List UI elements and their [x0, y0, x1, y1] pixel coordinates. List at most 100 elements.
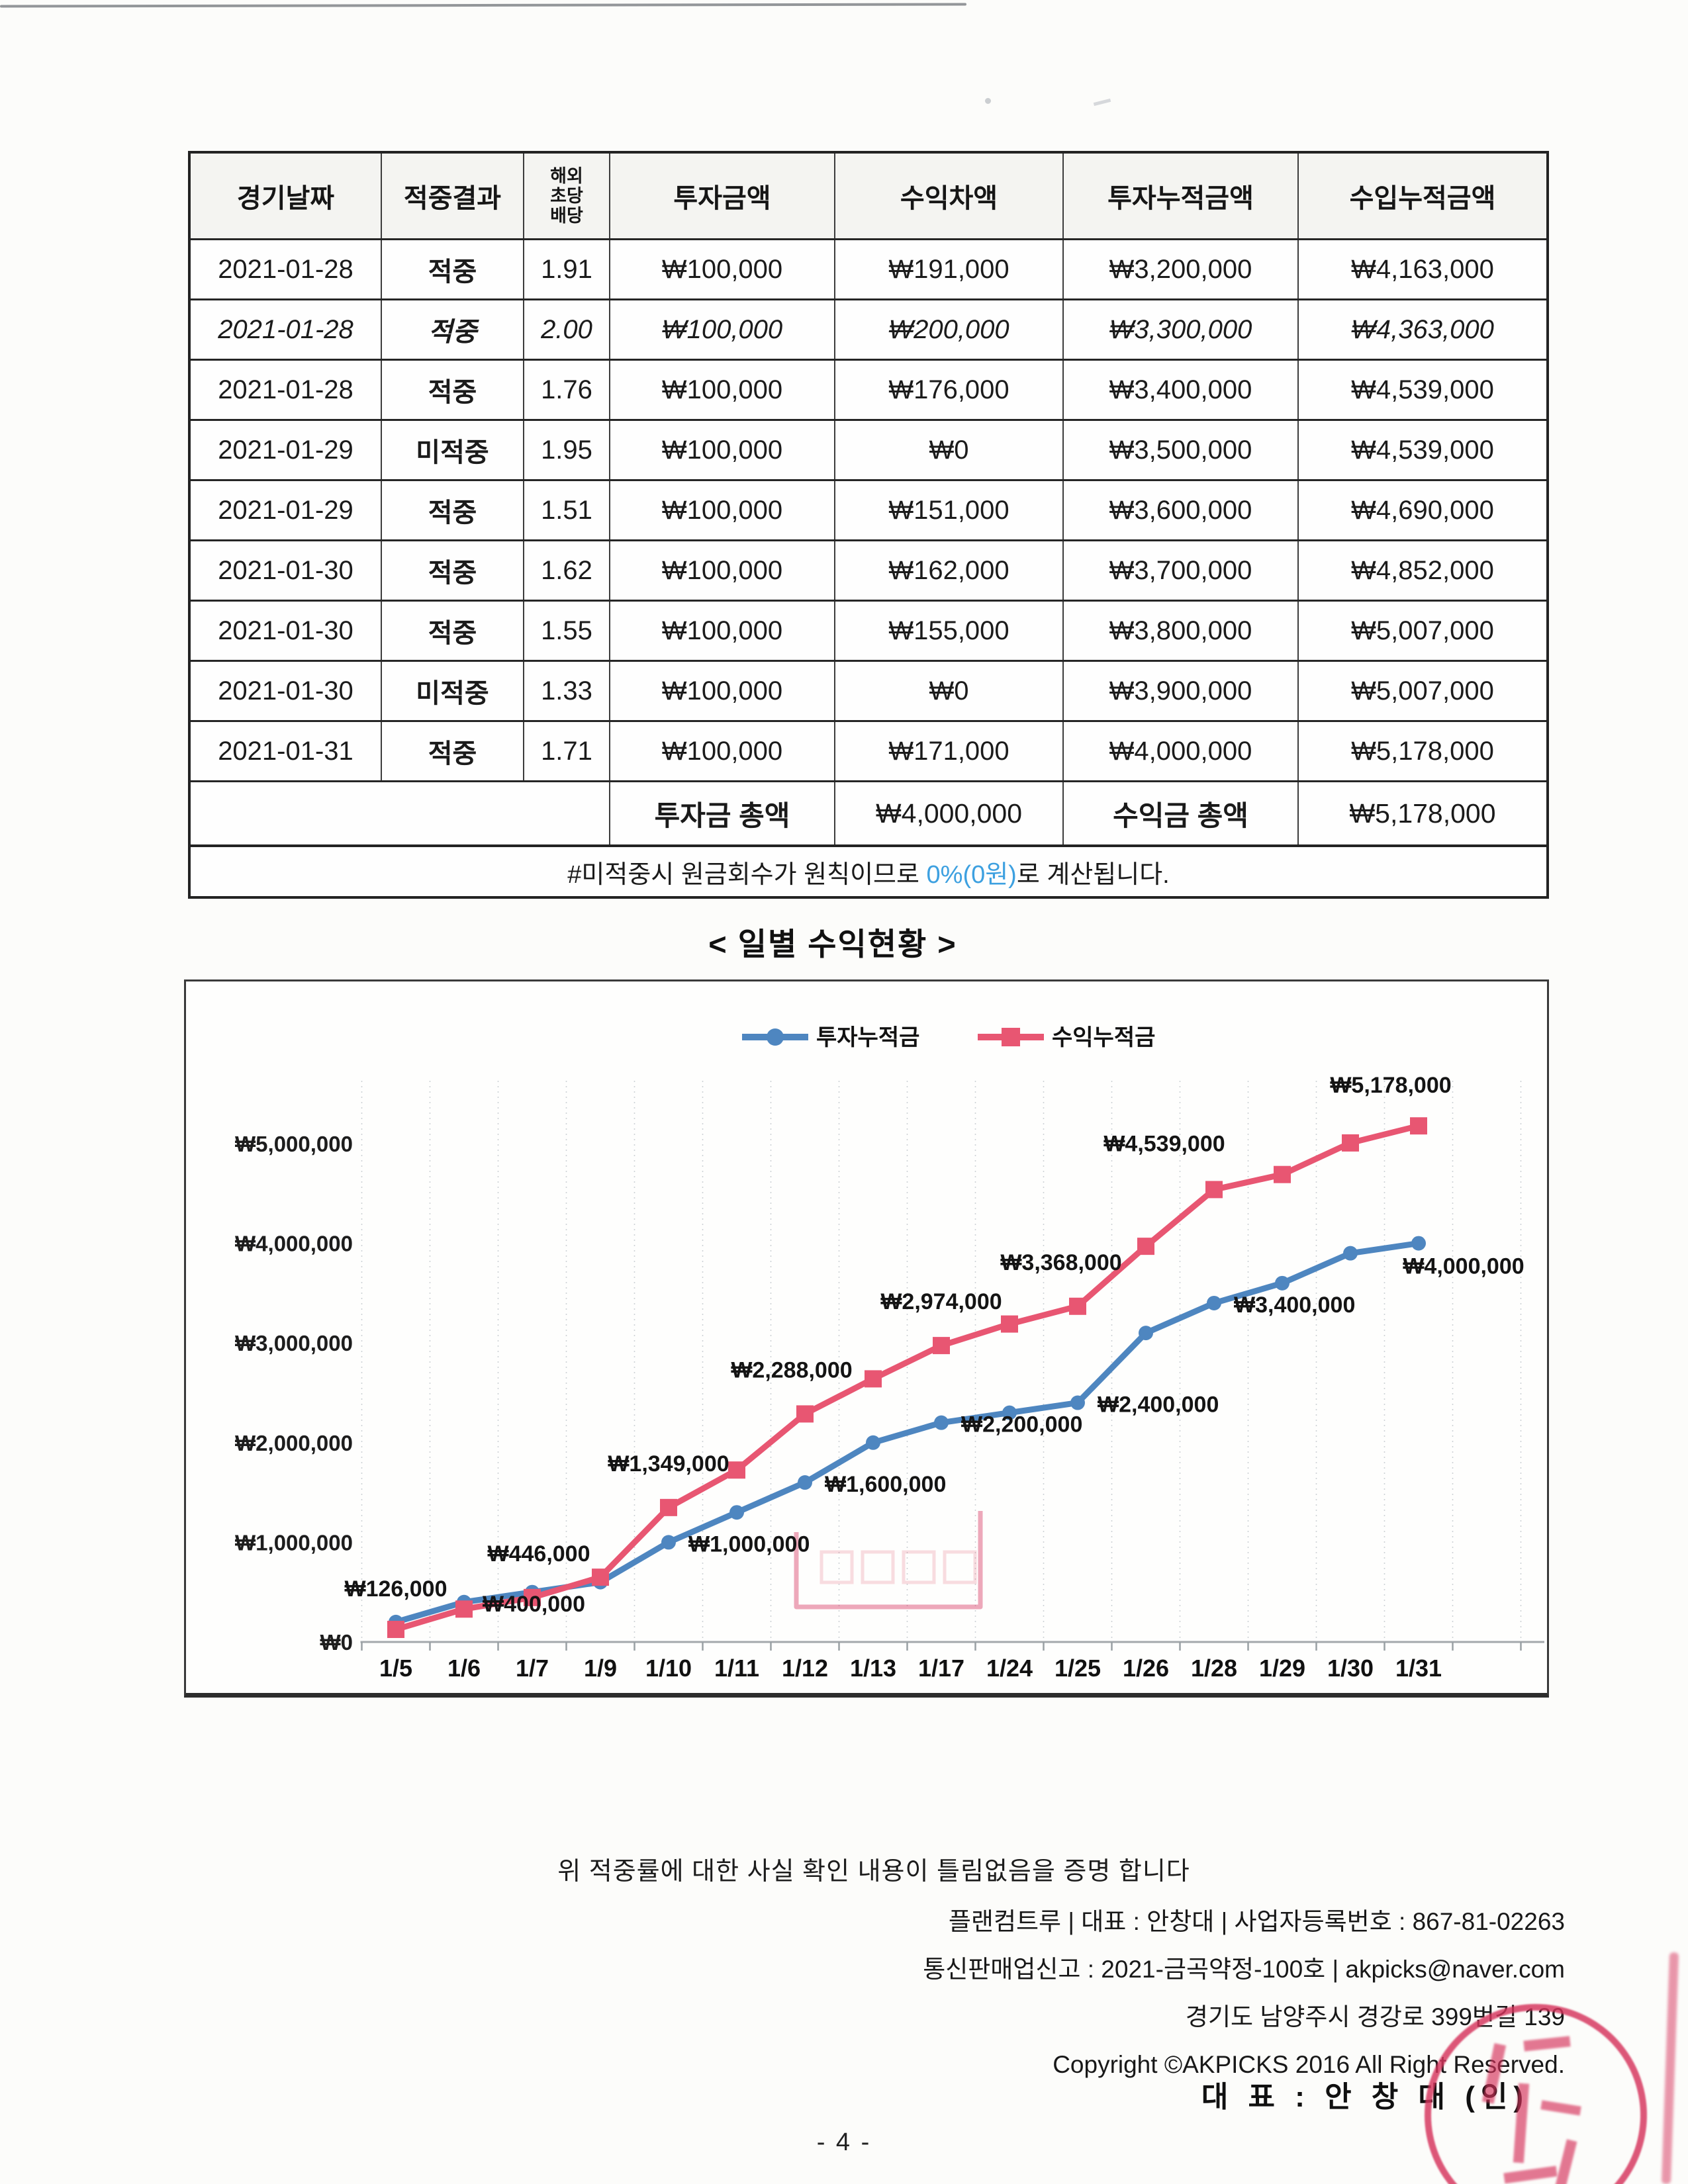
x-axis-tick-label: 1/10 [645, 1655, 692, 1682]
data-point-marker [524, 1588, 541, 1606]
income-total-label: 수익금 총액 [1062, 780, 1299, 847]
game-date: 2021-01-31 [189, 720, 382, 782]
invest-cum-amount: ₩3,300,000 [1062, 298, 1299, 361]
income-total-value: ₩5,178,000 [1297, 780, 1548, 847]
data-point-marker [1207, 1295, 1221, 1310]
odds-value: 1.62 [523, 539, 610, 602]
table-header-row: 경기날짜 적중결과 해외 초당 배당 투자금액 수익차액 투자누적금액 수입누적… [189, 151, 1548, 240]
table-row: 2021-01-31 적중 1.71 ₩100,000 ₩171,000 ₩4,000,0… [189, 720, 1548, 782]
note-cell: #미적중시 원금회수가 원칙이므로 0%(0원)로 계산됩니다. [189, 844, 1548, 899]
result-badge: 적중 [381, 298, 524, 361]
data-point-marker [1002, 1405, 1017, 1420]
watermark-stamp-glyph [820, 1550, 854, 1584]
profit-amount: ₩155,000 [834, 600, 1064, 662]
data-point-label: ₩4,000,000 [1403, 1254, 1524, 1279]
data-point-marker [933, 1337, 950, 1355]
data-point-label: ₩2,400,000 [1098, 1392, 1219, 1418]
data-point-marker [1205, 1181, 1223, 1199]
invest-cum-amount: ₩3,900,000 [1062, 660, 1299, 722]
legend-marker-circle [767, 1028, 784, 1046]
odds-header-line: 배당 [550, 206, 583, 226]
data-point-label: ₩1,349,000 [608, 1451, 729, 1477]
invest-cum-amount: ₩3,600,000 [1062, 479, 1299, 541]
data-point-marker [798, 1475, 812, 1490]
income-cum-amount: ₩4,539,000 [1297, 419, 1548, 481]
data-point-marker [455, 1600, 473, 1618]
data-point-marker [865, 1370, 882, 1388]
data-point-label: ₩1,000,000 [688, 1531, 810, 1557]
table-total-row: 투자금 총액 ₩4,000,000 수익금 총액 ₩5,178,000 [189, 780, 1548, 847]
result-badge: 적중 [381, 720, 524, 782]
invest-total-value: ₩4,000,000 [834, 780, 1064, 847]
invest-cum-amount: ₩3,400,000 [1062, 359, 1299, 421]
legend-label: 투자누적금 [816, 1025, 919, 1050]
invest-amount: ₩100,000 [609, 660, 835, 722]
y-axis-tick-label: ₩5,000,000 [235, 1132, 353, 1156]
profit-amount: ₩0 [834, 660, 1064, 722]
data-point-label: ₩400,000 [483, 1592, 585, 1617]
legend-marker-square [1002, 1028, 1020, 1046]
data-point-label: ₩3,368,000 [1000, 1250, 1121, 1275]
y-axis-tick-label: ₩4,000,000 [235, 1232, 353, 1256]
table-row: 2021-01-28 적중 2.00 ₩100,000 ₩200,000 ₩3,300,0… [189, 298, 1548, 361]
income-cum-amount: ₩4,539,000 [1297, 359, 1548, 421]
note-highlight: 0%(0원) [926, 860, 1017, 889]
odds-value: 1.91 [523, 238, 610, 300]
x-axis-tick-label: 1/9 [584, 1655, 617, 1682]
representative-signature: 대 표 : 안 창 대 (인) [1201, 2081, 1529, 2113]
x-axis-tick-label: 1/7 [516, 1655, 549, 1682]
data-point-marker [1137, 1238, 1154, 1255]
result-badge: 적중 [381, 600, 524, 662]
x-axis-tick-label: 1/11 [714, 1655, 759, 1682]
odds-header-line: 초당 [550, 185, 583, 206]
odds-value: 1.51 [523, 479, 610, 541]
table-row: 2021-01-30 미적중 1.33 ₩100,000 ₩0 ₩3,900,000 ₩5,… [189, 660, 1548, 722]
data-point-marker [1139, 1326, 1153, 1341]
game-date: 2021-01-30 [189, 539, 382, 602]
x-axis-tick-label: 1/28 [1191, 1655, 1237, 1682]
table-note-row: #미적중시 원금회수가 원칙이므로 0%(0원)로 계산됩니다. [189, 844, 1548, 899]
data-point-label: ₩2,974,000 [880, 1289, 1002, 1314]
data-point-marker [728, 1461, 745, 1479]
invest-amount: ₩100,000 [609, 238, 835, 300]
company-info-block: 플랜컴트루 | 대표 : 안창대 | 사업자등록번호 : 867-81-0226… [923, 1898, 1565, 2089]
results-table: 경기날짜 적중결과 해외 초당 배당 투자금액 수익차액 투자누적금액 수입누적… [188, 151, 1549, 899]
x-axis-tick-label: 1/26 [1123, 1655, 1169, 1682]
data-point-marker [1069, 1297, 1086, 1315]
table-row: 2021-01-29 미적중 1.95 ₩100,000 ₩0 ₩3,500,000 ₩4,… [189, 419, 1548, 481]
table-row: 2021-01-28 적중 1.91 ₩100,000 ₩191,000 ₩3,200,0… [189, 238, 1548, 300]
table-row: 2021-01-28 적중 1.76 ₩100,000 ₩176,000 ₩3,400,0… [189, 359, 1548, 421]
x-axis-tick-label: 1/30 [1327, 1655, 1374, 1682]
income-cum-amount: ₩4,163,000 [1297, 238, 1548, 300]
col-header-odds: 해외 초당 배당 [523, 151, 610, 240]
table-row: 2021-01-30 적중 1.62 ₩100,000 ₩162,000 ₩3,700,0… [189, 539, 1548, 602]
data-point-marker [661, 1535, 676, 1550]
y-axis-tick-label: ₩1,000,000 [235, 1530, 353, 1555]
data-point-marker [660, 1498, 677, 1516]
profit-amount: ₩162,000 [834, 539, 1064, 602]
total-empty-cell [189, 780, 610, 847]
odds-value: 1.71 [523, 720, 610, 782]
result-badge: 미적중 [381, 419, 524, 481]
result-badge: 적중 [381, 238, 524, 300]
odds-value: 1.76 [523, 359, 610, 421]
company-seal-stamp [1410, 1989, 1662, 2184]
data-point-marker [592, 1569, 609, 1586]
data-point-marker [729, 1505, 744, 1520]
data-point-label: ₩5,178,000 [1330, 1073, 1451, 1098]
scan-artifact-speck [985, 98, 991, 104]
certification-statement: 위 적중률에 대한 사실 확인 내용이 틀림없음을 증명 합니다 [557, 1858, 1190, 1886]
col-header-profit: 수익차액 [834, 151, 1064, 240]
game-date: 2021-01-30 [189, 600, 382, 662]
data-point-label: ₩2,200,000 [961, 1412, 1082, 1437]
data-point-label: ₩1,600,000 [825, 1472, 946, 1497]
scan-artifact-line [0, 3, 967, 8]
invest-amount: ₩100,000 [609, 419, 835, 481]
x-axis-tick-label: 1/12 [782, 1655, 828, 1682]
data-point-marker [1343, 1246, 1358, 1261]
page-number: - 4 - [816, 2128, 872, 2156]
game-date: 2021-01-28 [189, 298, 382, 361]
data-point-label: ₩4,539,000 [1103, 1131, 1225, 1156]
income-cum-amount: ₩4,690,000 [1297, 479, 1548, 541]
